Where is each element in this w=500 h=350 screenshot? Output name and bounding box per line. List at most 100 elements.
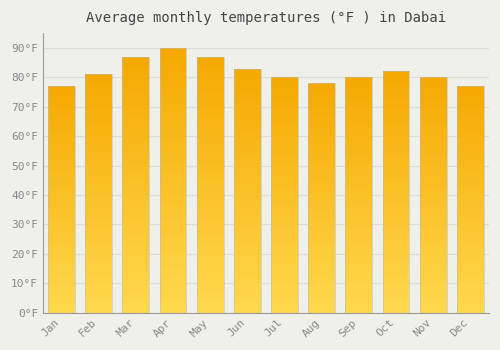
Bar bbox=[457, 267, 483, 270]
Bar bbox=[48, 310, 75, 313]
Bar bbox=[48, 172, 75, 175]
Bar bbox=[382, 192, 409, 195]
Bar bbox=[346, 285, 372, 287]
Bar bbox=[122, 146, 149, 149]
Bar bbox=[122, 308, 149, 310]
Bar bbox=[160, 61, 186, 64]
Bar bbox=[457, 145, 483, 147]
Bar bbox=[122, 208, 149, 210]
Bar bbox=[160, 217, 186, 220]
Bar bbox=[346, 299, 372, 301]
Bar bbox=[197, 203, 224, 205]
Bar bbox=[86, 79, 112, 82]
Bar bbox=[420, 178, 446, 181]
Bar bbox=[122, 62, 149, 64]
Bar bbox=[308, 290, 335, 292]
Bar bbox=[457, 134, 483, 136]
Bar bbox=[271, 141, 298, 143]
Bar bbox=[308, 246, 335, 248]
Bar bbox=[346, 263, 372, 266]
Bar bbox=[271, 132, 298, 134]
Bar bbox=[197, 62, 224, 64]
Bar bbox=[420, 176, 446, 178]
Bar bbox=[457, 98, 483, 100]
Bar bbox=[346, 237, 372, 240]
Bar bbox=[457, 276, 483, 279]
Bar bbox=[308, 90, 335, 92]
Bar bbox=[197, 177, 224, 180]
Bar bbox=[457, 283, 483, 286]
Bar bbox=[457, 116, 483, 118]
Bar bbox=[382, 247, 409, 250]
Bar bbox=[234, 266, 260, 269]
Bar bbox=[271, 77, 298, 80]
Bar bbox=[346, 270, 372, 273]
Bar bbox=[160, 75, 186, 77]
Bar bbox=[86, 148, 112, 150]
Bar bbox=[420, 169, 446, 171]
Bar bbox=[382, 139, 409, 141]
Bar bbox=[346, 143, 372, 146]
Bar bbox=[234, 227, 260, 230]
Bar bbox=[197, 259, 224, 261]
Bar bbox=[122, 274, 149, 277]
Bar bbox=[308, 239, 335, 241]
Bar bbox=[48, 209, 75, 211]
Bar bbox=[197, 287, 224, 289]
Bar bbox=[457, 292, 483, 294]
Bar bbox=[346, 287, 372, 289]
Bar bbox=[382, 279, 409, 281]
Bar bbox=[308, 88, 335, 90]
Bar bbox=[271, 200, 298, 202]
Bar bbox=[346, 188, 372, 190]
Bar bbox=[86, 303, 112, 306]
Bar bbox=[271, 129, 298, 132]
Bar bbox=[308, 306, 335, 308]
Bar bbox=[160, 183, 186, 186]
Bar bbox=[86, 215, 112, 217]
Bar bbox=[160, 122, 186, 125]
Bar bbox=[160, 93, 186, 96]
Bar bbox=[346, 158, 372, 160]
Bar bbox=[271, 178, 298, 181]
Bar bbox=[382, 74, 409, 76]
Bar bbox=[234, 125, 260, 127]
Bar bbox=[197, 93, 224, 95]
Bar bbox=[346, 256, 372, 259]
Bar bbox=[346, 310, 372, 313]
Bar bbox=[122, 244, 149, 246]
Bar bbox=[382, 236, 409, 238]
Bar bbox=[48, 122, 75, 125]
Bar bbox=[122, 105, 149, 108]
Bar bbox=[86, 241, 112, 244]
Bar bbox=[122, 295, 149, 297]
Bar bbox=[420, 277, 446, 280]
Bar bbox=[234, 186, 260, 188]
Bar bbox=[346, 308, 372, 310]
Bar bbox=[420, 183, 446, 186]
Bar bbox=[420, 127, 446, 129]
Bar bbox=[86, 189, 112, 191]
Bar bbox=[86, 77, 112, 79]
Bar bbox=[234, 300, 260, 303]
Bar bbox=[160, 141, 186, 143]
Bar bbox=[346, 259, 372, 261]
Bar bbox=[86, 277, 112, 279]
Bar bbox=[346, 216, 372, 218]
Bar bbox=[382, 226, 409, 228]
Bar bbox=[420, 275, 446, 277]
Bar bbox=[420, 148, 446, 150]
Bar bbox=[234, 183, 260, 186]
Bar bbox=[160, 167, 186, 170]
Bar bbox=[160, 284, 186, 286]
Bar bbox=[122, 93, 149, 95]
Bar bbox=[308, 214, 335, 216]
Bar bbox=[457, 159, 483, 161]
Bar bbox=[234, 281, 260, 284]
Bar bbox=[122, 111, 149, 113]
Bar bbox=[308, 187, 335, 189]
Bar bbox=[86, 222, 112, 224]
Bar bbox=[86, 279, 112, 282]
Bar bbox=[86, 86, 112, 89]
Bar bbox=[346, 296, 372, 299]
